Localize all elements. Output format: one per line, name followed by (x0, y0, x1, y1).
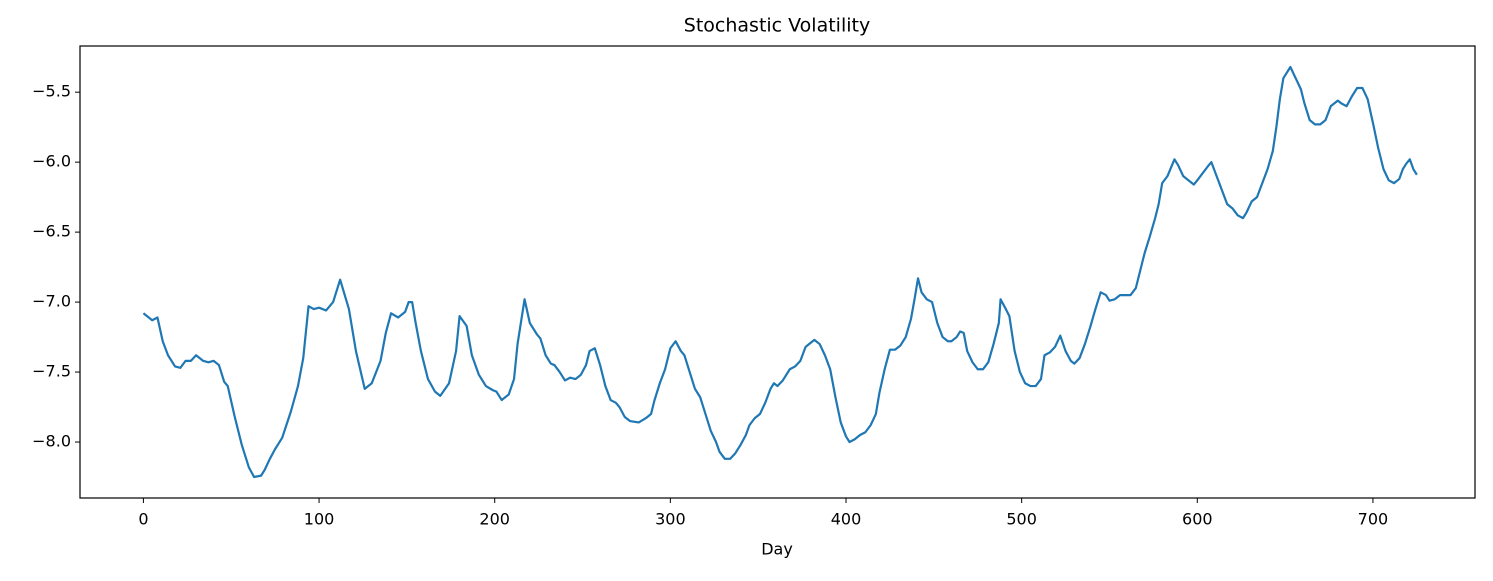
x-axis-label: Day (761, 540, 793, 559)
x-tick-label: 0 (138, 510, 148, 529)
plot-frame (79, 45, 1476, 499)
y-tick-label: −8.0 (32, 432, 71, 451)
y-tick-label: −7.5 (32, 362, 71, 381)
x-tick-label: 500 (1006, 510, 1037, 529)
x-tick-label: 200 (479, 510, 510, 529)
data-line (142, 65, 1418, 479)
y-tick-label: −5.5 (32, 82, 71, 101)
y-tick-label: −7.0 (32, 292, 71, 311)
x-tick-label: 700 (1358, 510, 1389, 529)
y-tick-label: −6.0 (32, 152, 71, 171)
x-tick-label: 400 (831, 510, 862, 529)
x-tick-label: 100 (304, 510, 335, 529)
chart-title: Stochastic Volatility (684, 15, 870, 37)
x-tick-label: 600 (1182, 510, 1213, 529)
x-tick-label: 300 (655, 510, 686, 529)
y-tick-label: −6.5 (32, 222, 71, 241)
